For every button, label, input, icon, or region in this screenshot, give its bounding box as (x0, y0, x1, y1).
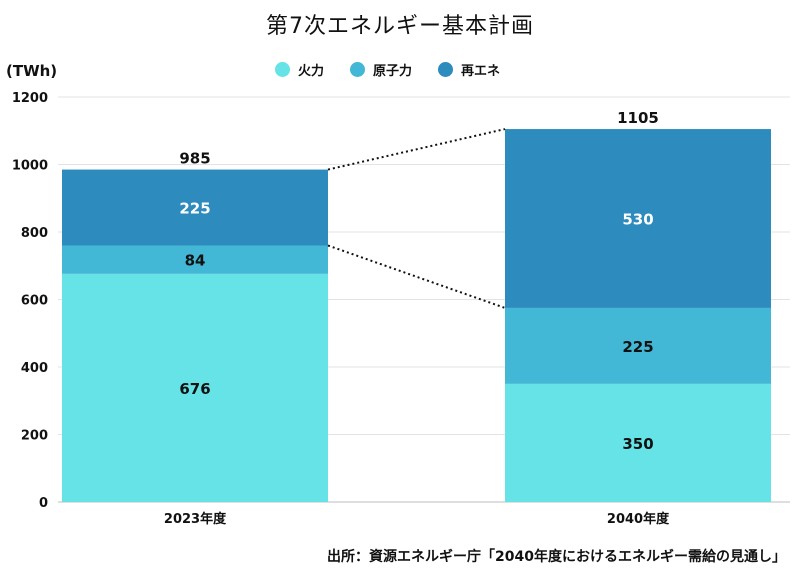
source-note: 出所：資源エネルギー庁「2040年度におけるエネルギー需給の見通し」 (327, 549, 786, 565)
y-tick-label-600: 600 (21, 294, 48, 309)
legend-swatch-thermal (275, 61, 290, 77)
chart-title: 第7次エネルギー基本計画 (266, 14, 534, 39)
y-tick-label-800: 800 (21, 226, 48, 241)
y-tick-label-1200: 1200 (12, 91, 48, 106)
bar-segment-0-2 (62, 169, 328, 246)
total-label-0: 985 (179, 150, 210, 168)
data-label-1-1: 225 (622, 338, 653, 356)
y-tick-label-400: 400 (21, 361, 48, 376)
x-category-label-0: 2023年度 (164, 511, 227, 527)
legend-item-thermal: 火力 (275, 60, 324, 79)
connector-line-renewable-base (327, 244, 506, 309)
data-label-1-2: 530 (622, 211, 653, 229)
data-label-1-0: 350 (622, 435, 653, 453)
bar-segment-0-0 (62, 273, 328, 502)
y-tick-label-0: 0 (39, 496, 48, 511)
legend-label-thermal: 火力 (298, 63, 325, 79)
connector-line-top (327, 128, 506, 171)
legend-swatch-renewable (438, 61, 454, 77)
x-category-label-1: 2040年度 (607, 511, 670, 527)
bar-segment-0-1 (62, 245, 328, 274)
bar-segment-1-1 (505, 307, 771, 384)
bar-segment-1-0 (505, 383, 771, 502)
legend-label-nuclear: 原子力 (373, 63, 413, 79)
data-label-0-2: 225 (179, 200, 210, 218)
legend-swatch-nuclear (350, 61, 366, 77)
data-label-0-1: 84 (185, 252, 206, 270)
legend-label-renewable: 再エネ (461, 63, 501, 79)
legend-item-nuclear: 原子力 (350, 60, 412, 79)
legend: 火力 原子力 再エネ (275, 58, 526, 80)
bar-segment-1-2 (505, 129, 771, 308)
y-tick-label-200: 200 (21, 429, 48, 444)
y-tick-label-1000: 1000 (12, 159, 48, 174)
legend-item-renewable: 再エネ (438, 60, 500, 79)
data-label-0-0: 676 (179, 380, 210, 398)
total-label-1: 1105 (617, 109, 659, 127)
y-axis-unit-label: (TWh) (6, 62, 58, 80)
